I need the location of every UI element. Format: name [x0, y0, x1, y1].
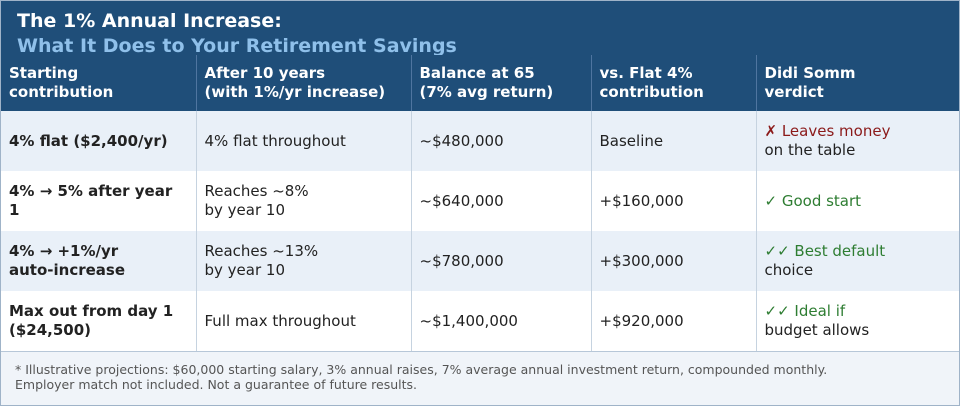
- footnote-text: * Illustrative projections: $60,000 star…: [15, 362, 828, 392]
- cell-vs-flat: +$920,000: [590, 291, 756, 351]
- cell-starting: 4% flat ($2,400/yr): [1, 111, 196, 171]
- header-verdict: Didi Somm verdict: [755, 55, 959, 111]
- table-row: 4% → +1%/yr auto-increase Reaches ~13% by …: [1, 231, 959, 291]
- cell-vs-flat: +$300,000: [590, 231, 756, 291]
- header-starting-contribution: Starting contribution: [1, 55, 196, 111]
- page-subtitle: What It Does to Your Retirement Savings: [17, 35, 457, 55]
- cell-verdict: ✓ Good start: [755, 171, 959, 231]
- footnote: * Illustrative projections: $60,000 star…: [1, 351, 959, 405]
- verdict-mark: ✓✓ Ideal if: [764, 302, 846, 320]
- verdict-mark: ✓ Good start: [764, 191, 862, 210]
- header-after-10-years: After 10 years (with 1%/yr increase): [195, 55, 411, 111]
- header-balance-at-65: Balance at 65 (7% avg return): [410, 55, 591, 111]
- title-bar: The 1% Annual Increase: What It Does to …: [1, 1, 959, 55]
- cell-verdict: ✓✓ Best default choice: [755, 231, 959, 291]
- cell-balance: ~$1,400,000: [410, 291, 591, 351]
- cell-verdict: ✗ Leaves money on the table: [755, 111, 959, 171]
- cell-balance: ~$640,000: [410, 171, 591, 231]
- cell-balance: ~$780,000: [410, 231, 591, 291]
- cell-after-10-years: Reaches ~13% by year 10: [195, 231, 411, 291]
- cell-after-10-years: Full max throughout: [195, 291, 411, 351]
- cell-vs-flat: Baseline: [590, 111, 756, 171]
- table-row: Max out from day 1 ($24,500) Full max thr…: [1, 291, 959, 351]
- cell-starting: Max out from day 1 ($24,500): [1, 291, 196, 351]
- cell-balance: ~$480,000: [410, 111, 591, 171]
- page-title: The 1% Annual Increase:: [17, 10, 282, 32]
- cell-after-10-years: Reaches ~8% by year 10: [195, 171, 411, 231]
- header-row: Starting contribution After 10 years (with…: [1, 55, 959, 111]
- cell-verdict: ✓✓ Ideal if budget allows: [755, 291, 959, 351]
- table-row: 4% → 5% after year 1 Reaches ~8% by year 1…: [1, 171, 959, 231]
- cell-after-10-years: 4% flat throughout: [195, 111, 411, 171]
- cell-starting: 4% → 5% after year 1: [1, 171, 196, 231]
- header-vs-flat: vs. Flat 4% contribution: [590, 55, 756, 111]
- cell-starting: 4% → +1%/yr auto-increase: [1, 231, 196, 291]
- cell-vs-flat: +$160,000: [590, 171, 756, 231]
- verdict-mark: ✗ Leaves money: [764, 122, 891, 140]
- verdict-mark: ✓✓ Best default: [764, 242, 886, 260]
- table-row: 4% flat ($2,400/yr) 4% flat throughout ~…: [1, 111, 959, 171]
- comparison-table: Starting contribution After 10 years (with…: [1, 55, 959, 351]
